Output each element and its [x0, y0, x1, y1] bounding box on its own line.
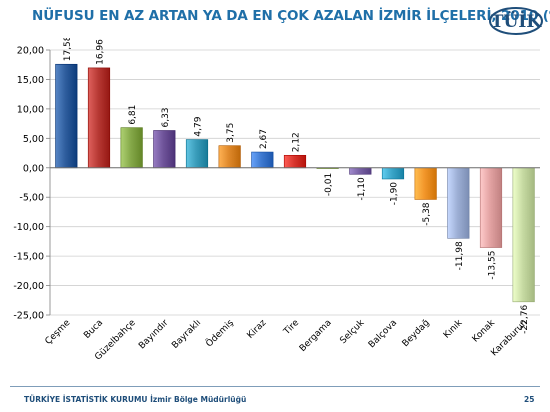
value-label: 2,67 — [259, 129, 269, 149]
y-tick-label: 20,00 — [17, 46, 44, 57]
bar — [512, 167, 535, 303]
value-label: -13,55 — [488, 251, 498, 280]
value-label: 6,33 — [161, 107, 171, 127]
value-label: -0,01 — [324, 173, 334, 196]
bar — [153, 130, 176, 169]
footer-text: TÜRKİYE İSTATİSTİK KURUMU İzmir Bölge Mü… — [24, 395, 247, 404]
bar — [87, 67, 111, 169]
y-tick-label: 0,00 — [23, 163, 44, 174]
value-label: 6,81 — [128, 105, 138, 125]
value-label: 4,79 — [194, 116, 204, 136]
value-label: 3,75 — [226, 123, 236, 143]
category-label: Beydağ — [401, 318, 432, 349]
value-label: -22,76 — [520, 305, 530, 334]
bar — [251, 151, 274, 169]
bar — [381, 167, 405, 180]
y-tick-label: 15,00 — [17, 75, 44, 86]
category-label: Kiraz — [246, 318, 269, 341]
y-tick-label: 10,00 — [17, 104, 44, 115]
category-label: Konak — [471, 318, 498, 345]
value-label: -11,98 — [455, 241, 465, 270]
category-label: Bergama — [298, 318, 334, 354]
category-label: Bayraklı — [170, 318, 203, 351]
value-label: 2,12 — [292, 132, 302, 152]
category-label: Tire — [281, 318, 301, 338]
bar — [447, 167, 470, 239]
bar — [120, 127, 143, 169]
bar — [185, 139, 209, 169]
y-tick-label: -25,00 — [13, 311, 44, 322]
value-label: -1,90 — [390, 182, 400, 206]
category-label: Buca — [82, 318, 105, 341]
category-label: Çeşme — [44, 318, 73, 347]
value-labels: 17,58 16,96 6,81 6,33 4,79 3,75 2,67 2,12 -0,01 -… — [63, 38, 530, 334]
value-label: -5,38 — [422, 202, 432, 226]
footer-divider — [10, 386, 540, 387]
category-label: Bayındır — [137, 318, 171, 352]
y-tick-label: -20,00 — [13, 281, 44, 292]
logo-text: TÜİK — [491, 11, 542, 32]
bar — [283, 154, 307, 169]
category-label: Selçuk — [338, 318, 367, 347]
y-axis: 20,00 15,00 10,00 5,00 0,00 -5,00 -10,00 -15,00… — [13, 46, 51, 322]
value-label: -1,10 — [357, 177, 367, 201]
category-label: Ödemiş — [204, 317, 236, 349]
bar — [414, 167, 437, 200]
category-label: Balçova — [367, 318, 399, 350]
page-number: 25 — [524, 395, 535, 404]
chart-title: NÜFUSU EN AZ ARTAN YA DA EN ÇOK AZALAN İ… — [32, 8, 550, 24]
category-label: Kınık — [442, 317, 465, 340]
y-tick-label: -5,00 — [19, 193, 44, 204]
tuik-logo: TÜİK — [489, 7, 543, 35]
bar — [55, 63, 78, 169]
bar — [479, 167, 503, 248]
y-tick-label: 5,00 — [23, 134, 44, 145]
value-label: 16,96 — [96, 39, 106, 65]
bar — [349, 167, 372, 175]
bars — [55, 63, 535, 303]
bar-chart: 20,00 15,00 10,00 5,00 0,00 -5,00 -10,00 -15,00… — [13, 38, 540, 362]
bar — [218, 145, 241, 169]
y-tick-label: -15,00 — [13, 252, 44, 263]
y-tick-label: -10,00 — [13, 222, 44, 233]
value-label: 17,58 — [63, 38, 73, 61]
